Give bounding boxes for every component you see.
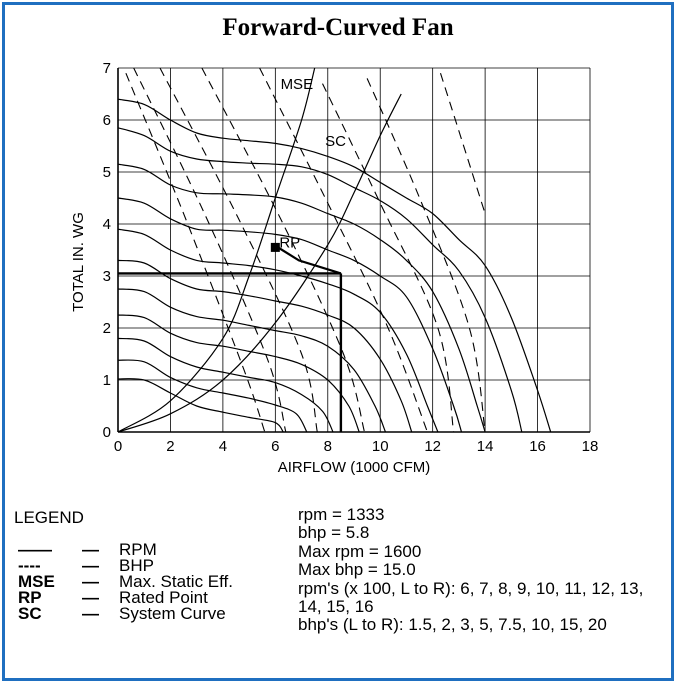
x-tick-label: 0: [114, 438, 122, 455]
legend-title: LEGEND: [14, 508, 84, 527]
bhp-curve: [133, 68, 287, 432]
rpm-curve: [118, 359, 308, 432]
note-rpm-list: rpm's (x 100, L to R): 6, 7, 8, 9, 10, 1…: [298, 578, 644, 617]
special-curves: RP MSE SC: [118, 68, 402, 432]
system-curve-label: SC: [325, 133, 346, 150]
legend-dash: —: [82, 588, 99, 607]
legend-dash: —: [82, 540, 99, 559]
note-bhp: bhp = 5.8: [298, 523, 370, 543]
legend-symbol: ----: [18, 556, 41, 575]
y-tick-label: 2: [103, 320, 111, 337]
y-tick-label: 1: [103, 372, 111, 389]
x-tick-label: 2: [166, 438, 174, 455]
y-axis-label: TOTAL IN. WG: [70, 212, 87, 312]
rpm-curves: [118, 98, 552, 432]
bhp-curve: [259, 68, 428, 432]
y-tick-label: 0: [103, 424, 111, 441]
rating-notes: rpm = 1333 bhp = 5.8 Max rpm = 1600 Max …: [298, 505, 670, 635]
x-tick-label: 14: [477, 438, 494, 455]
rpm-curve: [118, 98, 552, 432]
legend-text: System Curve: [119, 604, 226, 623]
chart-title: Forward-Curved Fan: [222, 14, 454, 41]
x-tick-label: 18: [582, 438, 599, 455]
rpm-curve: [118, 259, 413, 432]
note-max-rpm: Max rpm = 1600: [298, 541, 422, 561]
y-tick-label: 3: [103, 268, 111, 285]
rpm-curve: [118, 314, 360, 432]
y-tick-label: 6: [103, 112, 111, 129]
legend-symbol: RP: [18, 588, 42, 607]
y-tick-label: 7: [103, 60, 111, 77]
legend-symbol: SC: [18, 604, 42, 623]
system-curve: [118, 93, 402, 432]
rpm-curve: [118, 337, 334, 432]
rpm-curve: [118, 197, 463, 432]
bhp-curve: [125, 72, 266, 432]
figure-frame: [2, 2, 674, 681]
rpm-curve: [118, 288, 387, 432]
note-bhp-list: bhp's (L to R): 1.5, 2, 3, 5, 7.5, 10, 1…: [298, 615, 607, 635]
legend-dash: —: [82, 556, 99, 575]
y-tick-label: 5: [103, 164, 111, 181]
bhp-curve: [366, 78, 486, 432]
mse-label: MSE: [281, 76, 314, 93]
bhp-curves: [125, 68, 486, 432]
legend-text: BHP: [119, 556, 154, 575]
bhp-curve: [159, 68, 318, 432]
x-tick-label: 10: [372, 438, 389, 455]
bhp-curve: [439, 73, 486, 214]
x-axis-label: AIRFLOW (1000 CFM): [278, 459, 431, 476]
x-tick-label: 12: [424, 438, 441, 455]
x-tick-label: 16: [529, 438, 546, 455]
legend-text: RPM: [119, 540, 157, 559]
y-tick-label: 4: [103, 216, 111, 233]
rpm-curve: [118, 127, 523, 432]
rpm-curve: [118, 378, 284, 432]
x-tick-label: 6: [271, 438, 279, 455]
legend-symbol: ——: [18, 540, 52, 559]
legend-text: Max. Static Eff.: [119, 572, 234, 591]
legend-dash: —: [82, 604, 99, 623]
x-tick-label: 4: [219, 438, 227, 455]
legend-symbol: MSE: [18, 572, 55, 591]
legend-dash: —: [82, 572, 99, 591]
x-tick-label: 8: [324, 438, 332, 455]
bhp-curve: [201, 68, 366, 432]
rpm-curve: [118, 163, 486, 432]
note-rpm: rpm = 1333: [298, 505, 385, 524]
rated-point-marker: [270, 242, 280, 252]
rated-point-label: RP: [279, 234, 300, 251]
bhp-curve: [322, 83, 455, 432]
note-max-bhp: Max bhp = 15.0: [298, 560, 416, 580]
grid: [117, 67, 591, 433]
legend-text: Rated Point: [119, 588, 208, 607]
mse-curve: [118, 68, 316, 432]
